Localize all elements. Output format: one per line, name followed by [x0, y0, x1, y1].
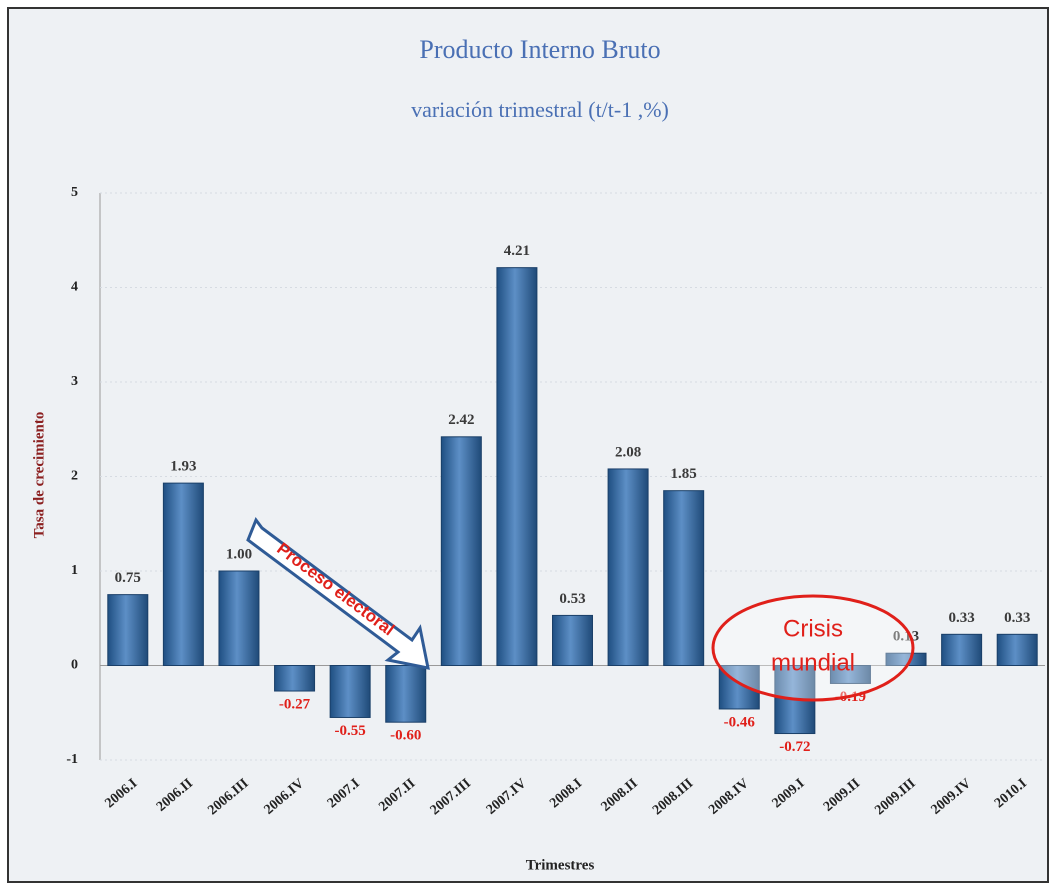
value-label: 1.85: [671, 466, 697, 482]
y-tick-label: 2: [71, 469, 78, 484]
y-tick-label: 3: [71, 374, 78, 389]
x-axis-label: Trimestres: [526, 857, 595, 873]
value-label: -0.72: [779, 739, 810, 755]
value-label: -0.46: [724, 714, 756, 730]
bar: [552, 614, 593, 666]
bar: [607, 468, 649, 666]
y-tick-label: -1: [66, 752, 78, 767]
value-label: 0.33: [948, 610, 974, 626]
value-label: 2.42: [448, 412, 474, 428]
value-label: 1.93: [170, 459, 196, 475]
crisis-ellipse: [711, 594, 915, 702]
bar: [440, 436, 482, 666]
bar: [996, 633, 1038, 667]
chart-subtitle: variación trimestral (t/t-1 ,%): [411, 97, 669, 122]
bar: [162, 482, 204, 666]
value-label: -0.27: [279, 696, 311, 712]
y-axis-label: Tasa de crecimiento: [31, 412, 47, 539]
bar: [274, 665, 316, 692]
y-tick-label: 4: [71, 280, 78, 295]
chart-title: Producto Interno Bruto: [419, 35, 660, 64]
bar: [829, 665, 871, 684]
annotation: mundial: [771, 649, 855, 676]
value-label: -0.55: [335, 723, 366, 739]
bar: [329, 665, 371, 718]
y-tick-label: 0: [71, 658, 78, 673]
value-label: 0.75: [115, 570, 141, 586]
value-label: 2.08: [615, 444, 641, 460]
bar: [107, 594, 149, 666]
y-tick-label: 5: [71, 185, 78, 200]
value-label: -0.60: [390, 728, 421, 744]
bar: [663, 490, 705, 666]
electoral-arrow: [246, 516, 430, 670]
value-label: 1.00: [226, 546, 252, 562]
value-label: 4.21: [504, 243, 530, 259]
value-label: 0.53: [559, 591, 585, 607]
annotation: Crisis: [783, 615, 843, 642]
bar: [496, 267, 538, 666]
value-label: 0.33: [1004, 610, 1030, 626]
bar: [385, 665, 427, 723]
bar: [941, 633, 983, 667]
y-tick-label: 1: [71, 563, 78, 578]
bar: [218, 570, 260, 666]
